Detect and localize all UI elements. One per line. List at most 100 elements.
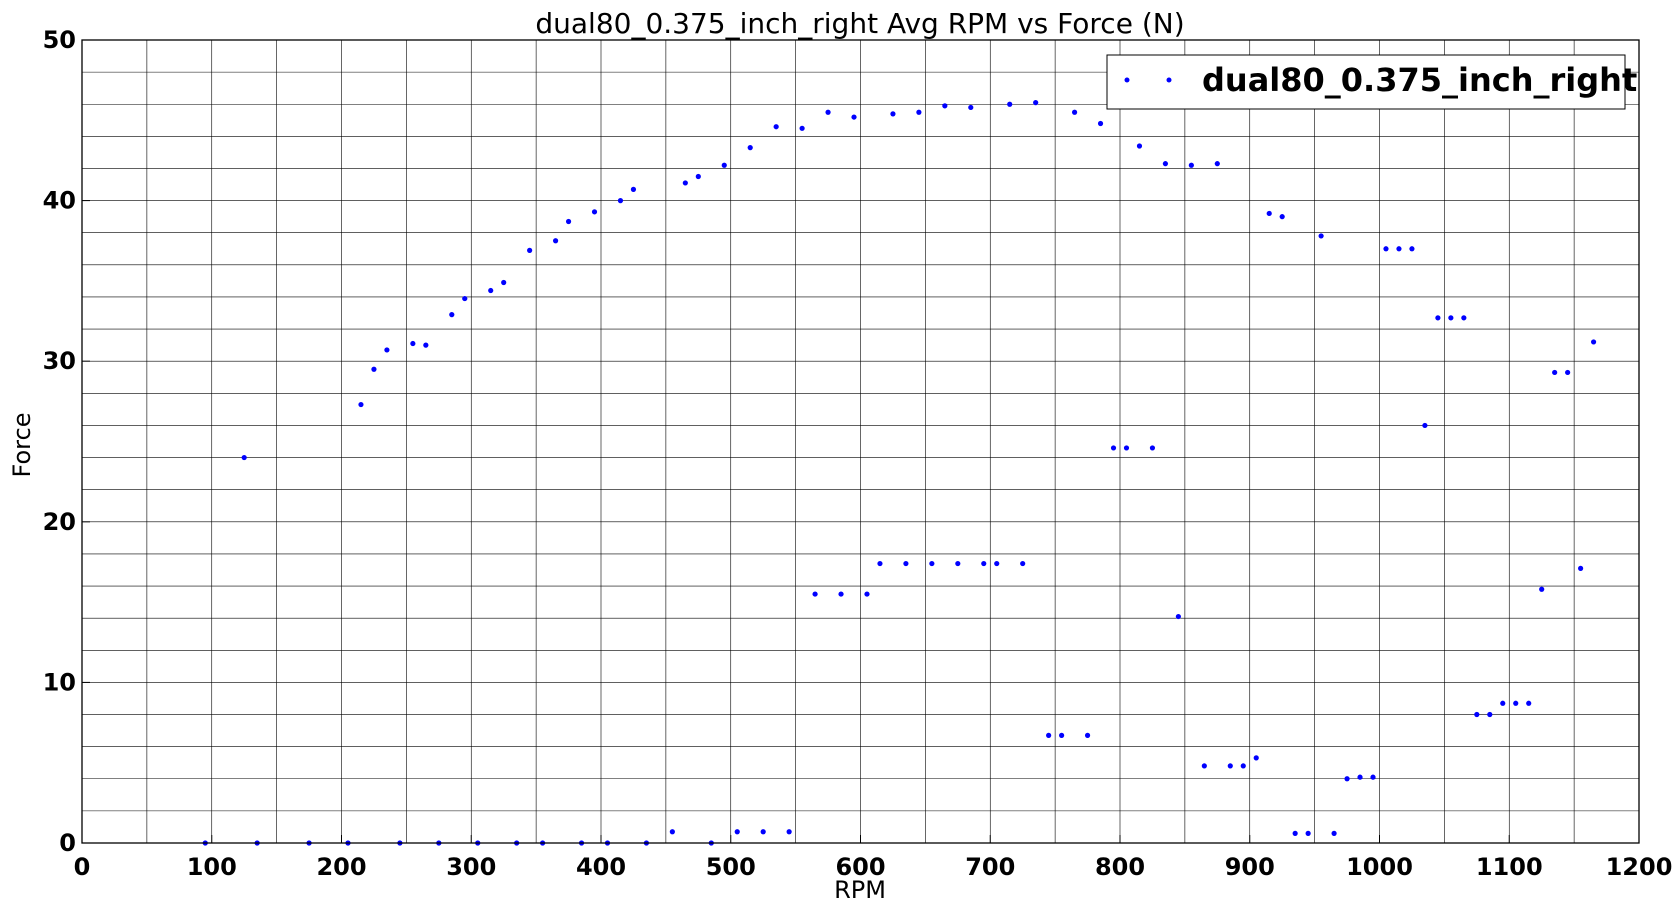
data-point xyxy=(1487,711,1493,718)
data-point xyxy=(1175,613,1181,620)
data-point xyxy=(838,591,844,597)
data-point xyxy=(617,198,624,204)
x-tick-label: 600 xyxy=(835,853,885,881)
data-point xyxy=(812,591,818,597)
data-point xyxy=(358,401,364,408)
x-tick-label: 1100 xyxy=(1476,853,1543,881)
data-point xyxy=(1097,120,1104,127)
chart-title: dual80_0.375_inch_right Avg RPM vs Force… xyxy=(535,7,1184,40)
data-point xyxy=(1422,422,1428,429)
x-axis-ticks: 0 100 200 300 400 500 600 700 800 900 1000 1100 1200 xyxy=(74,835,1673,881)
data-point xyxy=(1227,763,1233,769)
data-point xyxy=(591,209,598,215)
data-point xyxy=(1266,210,1272,217)
data-point xyxy=(1578,565,1584,571)
x-tick-label: 0 xyxy=(74,853,91,881)
data-point xyxy=(1007,101,1013,107)
data-point xyxy=(462,295,468,302)
data-point xyxy=(890,111,896,117)
data-point xyxy=(799,125,805,131)
data-point xyxy=(410,340,416,347)
y-tick-label: 20 xyxy=(43,508,76,536)
data-point xyxy=(825,109,831,115)
data-point xyxy=(565,218,572,225)
data-point xyxy=(1539,586,1545,592)
data-point xyxy=(669,829,675,835)
legend-marker xyxy=(1166,77,1172,83)
data-point xyxy=(760,829,766,835)
x-tick-label: 1200 xyxy=(1606,853,1673,881)
data-point xyxy=(916,109,922,115)
data-point xyxy=(1448,315,1454,321)
data-point xyxy=(1046,732,1052,738)
x-axis-label: RPM xyxy=(834,876,886,904)
data-point xyxy=(1033,100,1039,106)
y-tick-label: 10 xyxy=(43,668,76,696)
x-tick-label: 900 xyxy=(1225,853,1275,881)
data-point xyxy=(1123,445,1130,451)
data-point xyxy=(1279,214,1285,220)
data-point xyxy=(1110,445,1117,451)
data-point xyxy=(851,114,857,120)
y-tick-label: 50 xyxy=(43,26,76,54)
y-axis-label: Force xyxy=(8,413,36,478)
data-point xyxy=(695,173,701,180)
data-point xyxy=(1149,445,1156,451)
x-tick-label: 700 xyxy=(965,853,1015,881)
data-point xyxy=(1526,700,1532,706)
data-point xyxy=(1344,776,1350,782)
data-point xyxy=(1370,774,1376,780)
data-point xyxy=(864,591,870,597)
data-point xyxy=(527,247,533,253)
y-tick-label: 40 xyxy=(43,187,76,215)
grid xyxy=(82,40,1639,843)
data-point xyxy=(1461,315,1467,321)
data-point xyxy=(1357,774,1363,780)
data-point xyxy=(1474,711,1480,718)
x-tick-label: 1000 xyxy=(1346,853,1413,881)
data-point xyxy=(241,454,247,461)
data-point xyxy=(968,104,974,111)
data-point xyxy=(1136,143,1143,149)
data-point xyxy=(1565,369,1571,376)
data-point xyxy=(1214,161,1220,167)
data-point xyxy=(1396,246,1402,252)
x-tick-label: 300 xyxy=(446,853,496,881)
data-point xyxy=(630,186,637,192)
data-point xyxy=(786,829,792,835)
legend-marker xyxy=(1124,77,1130,83)
y-tick-label: 0 xyxy=(59,829,76,857)
data-point xyxy=(1305,830,1311,836)
data-point xyxy=(1513,700,1519,706)
data-point xyxy=(1084,732,1091,738)
data-point xyxy=(955,560,961,567)
data-point xyxy=(1071,109,1078,115)
data-point xyxy=(1383,246,1389,252)
data-point xyxy=(1292,830,1298,836)
data-point xyxy=(1500,700,1506,706)
data-point xyxy=(942,103,948,109)
data-point xyxy=(903,560,909,567)
data-point xyxy=(994,560,1000,567)
data-point xyxy=(1590,339,1597,345)
data-point xyxy=(734,829,740,835)
data-point xyxy=(1253,755,1259,761)
data-point xyxy=(552,238,559,244)
data-point xyxy=(773,124,779,130)
data-point xyxy=(371,366,377,372)
y-axis-ticks: 0 10 20 30 40 50 xyxy=(43,26,90,857)
legend-label: dual80_0.375_inch_right xyxy=(1202,61,1637,99)
data-point xyxy=(1331,830,1337,836)
data-point xyxy=(449,312,455,318)
x-tick-label: 500 xyxy=(706,853,756,881)
data-point xyxy=(981,560,987,567)
data-point xyxy=(1201,763,1207,769)
data-point xyxy=(1240,763,1246,769)
x-tick-label: 200 xyxy=(316,853,366,881)
data-point xyxy=(423,342,429,348)
x-tick-label: 400 xyxy=(576,853,626,881)
data-point xyxy=(1188,162,1194,168)
data-point xyxy=(1162,161,1169,167)
data-point xyxy=(501,279,507,286)
